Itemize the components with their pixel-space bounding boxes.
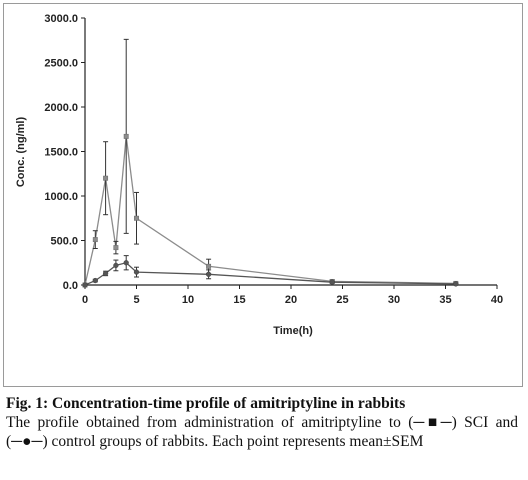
caption-text-pre: The profile obtained from administration… xyxy=(6,414,414,431)
data-point-circle xyxy=(82,282,88,288)
x-tick-label: 25 xyxy=(336,294,348,306)
data-point-square xyxy=(113,245,119,251)
data-point-square xyxy=(134,215,139,221)
x-tick-label: 35 xyxy=(439,294,451,306)
y-tick-label: 500.0 xyxy=(50,236,78,248)
concentration-time-chart: 0.0 500.0 1000.0 1500.0 2000.0 2500.0 3000.0 0 5… xyxy=(15,13,503,337)
y-axis-label: Conc. (ng/ml) xyxy=(15,117,27,188)
y-tick-label: 1000.0 xyxy=(44,191,78,203)
chart-marks xyxy=(82,38,459,288)
figure-frame xyxy=(3,3,523,387)
chart-axes: 0.0 500.0 1000.0 1500.0 2000.0 2500.0 3000.0 0 5… xyxy=(44,13,503,306)
x-tick-label: 10 xyxy=(182,294,194,306)
y-tick-label: 2500.0 xyxy=(44,58,78,70)
data-point-circle xyxy=(133,269,140,275)
caption-text-post: ) control groups of rabbits. Each point … xyxy=(42,433,424,450)
data-point-circle xyxy=(123,260,129,266)
x-tick-label: 40 xyxy=(491,294,503,306)
data-point-circle xyxy=(102,270,109,277)
y-tick-label: 3000.0 xyxy=(44,13,78,25)
data-point-square xyxy=(206,263,212,269)
caption-description: The profile obtained from administration… xyxy=(6,413,518,451)
y-tick-label: 1500.0 xyxy=(44,147,78,159)
data-point-square xyxy=(103,175,109,181)
y-tick-label: 2000.0 xyxy=(44,102,78,114)
series-square xyxy=(82,38,459,288)
data-point-circle xyxy=(92,277,98,284)
x-tick-label: 30 xyxy=(388,294,400,306)
data-point-circle xyxy=(453,281,459,287)
x-tick-label: 5 xyxy=(133,294,139,306)
x-axis-label: Time(h) xyxy=(273,325,313,337)
data-point-circle xyxy=(329,279,335,285)
series-circle xyxy=(82,255,459,288)
data-point-circle xyxy=(205,271,212,277)
series-line xyxy=(84,136,456,286)
caption-title: Fig. 1: Concentration-time profile of am… xyxy=(6,395,406,412)
square-marker-symbol: ─■─ xyxy=(413,414,452,431)
data-point-circle xyxy=(113,262,119,269)
y-tick-label: 0.0 xyxy=(63,280,78,292)
caption-text-mid: ) SCI and ( xyxy=(6,414,519,450)
data-point-square xyxy=(123,133,129,139)
x-tick-label: 20 xyxy=(285,294,297,306)
x-tick-label: 15 xyxy=(233,294,245,306)
data-point-square xyxy=(92,237,98,243)
x-tick-label: 0 xyxy=(82,294,88,306)
circle-marker-symbol: ─●─ xyxy=(11,433,43,450)
figure-caption: Fig. 1: Concentration-time profile of am… xyxy=(6,394,518,451)
